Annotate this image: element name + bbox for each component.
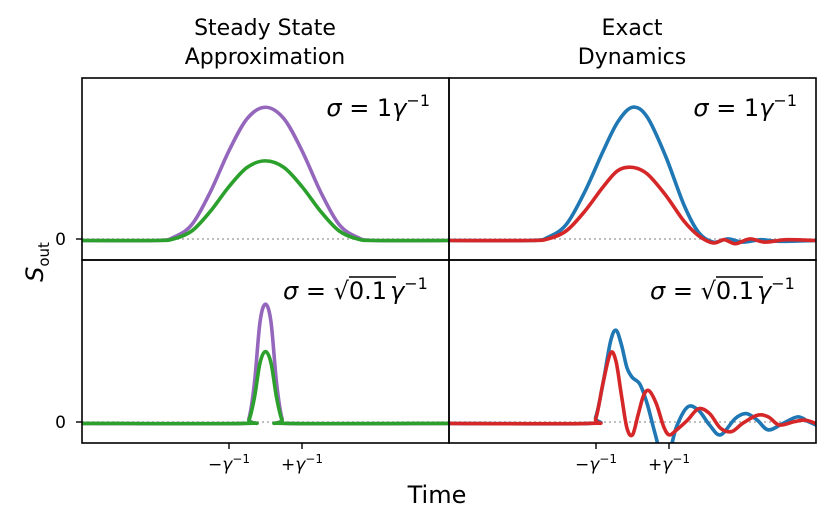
right-column-title-line1: Exact (601, 16, 662, 41)
series-line-top-right-blue (449, 105, 816, 245)
annotation-bottom-right: σ = √0.1 γ−1 (650, 274, 795, 305)
xtick-label-left-plus: +γ−1 (281, 452, 323, 475)
xtick-label-right-plus: +γ−1 (648, 452, 690, 475)
annotation-top-right: σ = 1γ−1 (693, 91, 797, 122)
ytick-label-top: 0 (55, 230, 66, 250)
series-line-top-left-purple (82, 105, 449, 243)
x-axis-label: Time (407, 481, 467, 509)
annotation-bottom-left: σ = √0.1 γ−1 (283, 274, 428, 305)
left-column-title-line1: Steady State (194, 16, 336, 41)
series-line-top-left-green (82, 159, 449, 243)
xtick-label-right-minus: −γ−1 (575, 452, 617, 475)
series-line-bottom-left-purple (82, 302, 449, 426)
svg-text:σ = √0.1γ−1: σ = √0.1 γ−1 (650, 274, 795, 305)
annotation-top-left: σ = 1γ−1 (326, 91, 430, 122)
y-axis-label: Sout (21, 242, 53, 282)
series-line-bottom-right-blue (449, 328, 816, 443)
series-line-bottom-left-green (82, 349, 449, 426)
series-line-bottom-right-red (449, 350, 816, 438)
panel-frame-bottom-right (448, 259, 817, 444)
xtick-label-left-minus: −γ−1 (208, 452, 250, 475)
series-line-top-right-red (449, 165, 816, 246)
ytick-label-bottom: 0 (55, 413, 66, 433)
series-layer (82, 105, 816, 443)
svg-text:σ = √0.1γ−1: σ = √0.1 γ−1 (283, 274, 428, 305)
right-column-title-line2: Dynamics (578, 45, 687, 70)
left-column-title-line2: Approximation (185, 45, 346, 70)
